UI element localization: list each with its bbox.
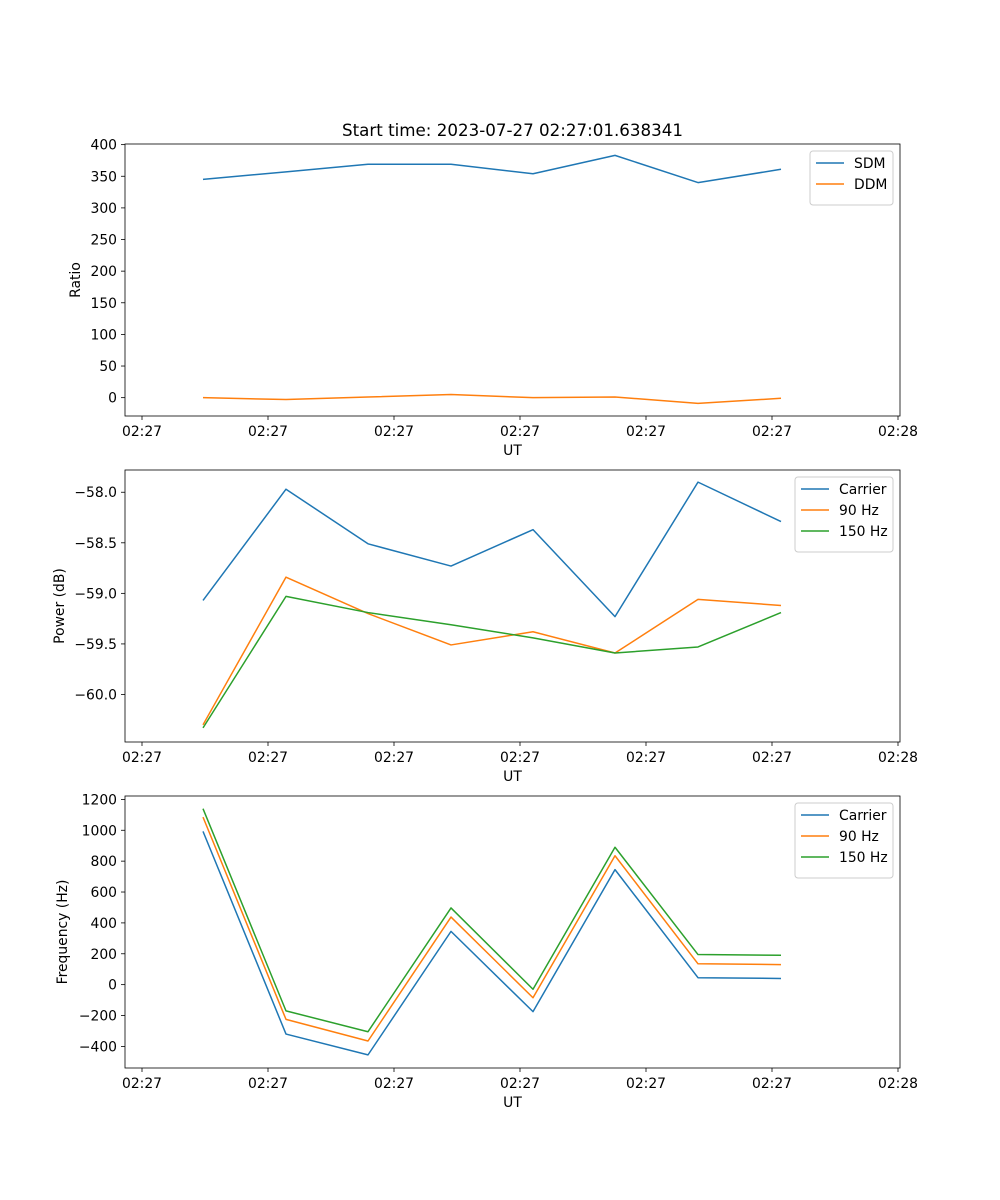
y-tick-label: −59.5 <box>74 637 117 653</box>
y-tick-label: 1000 <box>82 823 117 839</box>
x-tick-label: 02:27 <box>626 1076 666 1092</box>
y-tick-label: 0 <box>108 391 117 407</box>
subplot-2: 02:27 02:27 02:27 02:27 02:27 02:27 02:28 −60.0… <box>52 469 918 785</box>
chart-title: Start time: 2023-07-27 02:27:01.638341 <box>342 120 683 140</box>
series-line-carrier <box>202 481 782 618</box>
legend-label: 90 Hz <box>839 503 879 519</box>
legend-label: Carrier <box>839 808 887 824</box>
x-tick-label: 02:27 <box>374 424 414 440</box>
y-tick-label: −58.0 <box>74 485 117 501</box>
x-tick-label: 02:28 <box>878 1076 918 1092</box>
y-axis-label: Ratio <box>68 262 84 298</box>
x-tick-label: 02:28 <box>878 750 918 766</box>
legend-label: DDM <box>854 177 887 193</box>
x-tick-label: 02:27 <box>122 1076 162 1092</box>
x-tick-label: 02:27 <box>626 424 666 440</box>
legend-label: Carrier <box>839 482 887 498</box>
legend: SDM DDM <box>809 150 894 206</box>
x-tick-label: 02:27 <box>248 750 288 766</box>
series-line-90-hz <box>202 576 782 726</box>
x-tick-label: 02:27 <box>752 1076 792 1092</box>
x-axis-label: UT <box>503 1095 522 1111</box>
legend-box <box>809 150 894 206</box>
y-tick-label: 350 <box>90 169 117 185</box>
y-tick-label: 1200 <box>82 792 117 808</box>
series-line-150-hz <box>202 808 782 1033</box>
legend-label: SDM <box>854 156 886 172</box>
x-tick-label: 02:27 <box>752 750 792 766</box>
y-tick-label: −400 <box>79 1039 117 1055</box>
y-tick-label: 150 <box>90 296 117 312</box>
legend-box <box>794 476 894 553</box>
axes-frame <box>124 143 901 417</box>
y-tick-label: 50 <box>99 359 117 375</box>
x-tick-label: 02:27 <box>122 750 162 766</box>
x-tick-label: 02:27 <box>500 750 540 766</box>
y-tick-label: 200 <box>90 264 117 280</box>
x-axis-label: UT <box>503 443 522 459</box>
y-tick-label: −58.5 <box>74 536 117 552</box>
series-line-ddm <box>202 393 782 405</box>
y-tick-label: 300 <box>90 201 117 217</box>
axes-frame <box>124 795 901 1069</box>
y-axis-label: Power (dB) <box>52 568 68 644</box>
x-tick-label: 02:27 <box>122 424 162 440</box>
subplot-3: 02:27 02:27 02:27 02:27 02:27 02:27 02:28 −400 −… <box>55 792 918 1111</box>
x-tick-label: 02:27 <box>500 1076 540 1092</box>
axes-frame <box>124 469 901 743</box>
x-tick-label: 02:27 <box>500 424 540 440</box>
series-line-carrier <box>202 831 782 1056</box>
x-tick-label: 02:27 <box>248 1076 288 1092</box>
series-line-150-hz <box>202 595 782 729</box>
x-tick-label: 02:27 <box>374 1076 414 1092</box>
y-tick-label: −200 <box>79 1009 117 1025</box>
series-line-90-hz <box>202 816 782 1042</box>
y-tick-label: 200 <box>90 947 117 963</box>
subplot-1: Start time: 2023-07-27 02:27:01.63834102… <box>68 120 918 459</box>
x-axis-label: UT <box>503 769 522 785</box>
y-axis-label: Frequency (Hz) <box>55 880 71 985</box>
y-tick-label: −60.0 <box>74 687 117 703</box>
y-tick-label: 800 <box>90 854 117 870</box>
y-tick-label: 100 <box>90 327 117 343</box>
x-tick-label: 02:28 <box>878 424 918 440</box>
x-tick-label: 02:27 <box>752 424 792 440</box>
y-tick-label: 400 <box>90 138 117 154</box>
y-tick-label: 400 <box>90 916 117 932</box>
legend: Carrier 90 Hz 150 Hz <box>794 802 894 879</box>
legend-box <box>794 802 894 879</box>
legend: Carrier 90 Hz 150 Hz <box>794 476 894 553</box>
y-tick-label: 600 <box>90 885 117 901</box>
y-tick-label: −59.0 <box>74 586 117 602</box>
y-tick-label: 0 <box>108 978 117 994</box>
x-tick-label: 02:27 <box>248 424 288 440</box>
series-line-sdm <box>202 154 782 184</box>
legend-label: 150 Hz <box>839 850 888 866</box>
y-tick-label: 250 <box>90 233 117 249</box>
x-tick-label: 02:27 <box>626 750 666 766</box>
legend-label: 90 Hz <box>839 829 879 845</box>
legend-label: 150 Hz <box>839 524 888 540</box>
x-tick-label: 02:27 <box>374 750 414 766</box>
